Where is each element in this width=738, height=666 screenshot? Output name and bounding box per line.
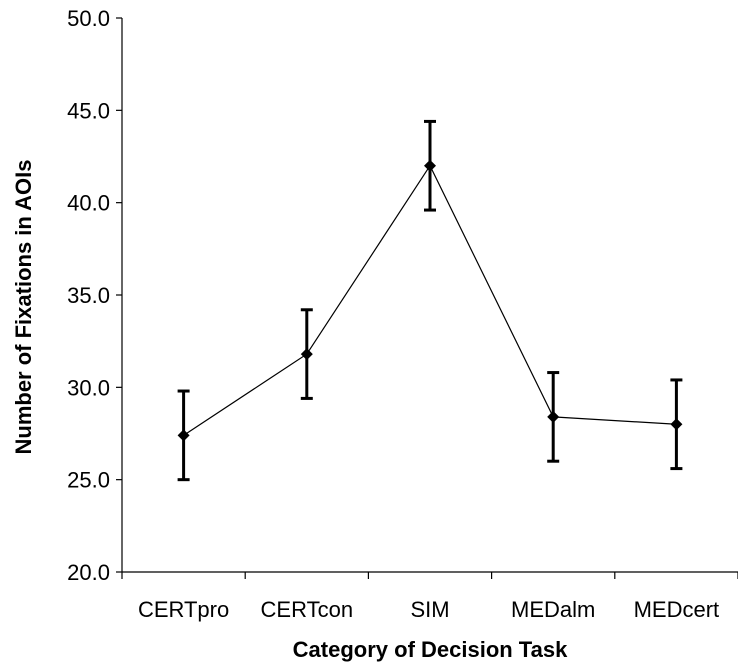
- data-point: [670, 418, 683, 431]
- data-point: [300, 348, 313, 361]
- y-tick-label: 40.0: [67, 191, 110, 216]
- x-tick-label: CERTcon: [261, 597, 354, 622]
- data-point: [424, 159, 436, 172]
- y-tick-label: 50.0: [67, 6, 110, 31]
- x-tick-label: SIM: [410, 597, 449, 622]
- data-point: [547, 410, 560, 423]
- y-tick-label: 35.0: [67, 283, 110, 308]
- y-tick-label: 25.0: [67, 468, 110, 493]
- x-tick-label: MEDalm: [511, 597, 595, 622]
- data-point: [177, 429, 190, 442]
- x-axis: CERTpro CERTcon SIM MEDalm MEDcert: [121, 571, 738, 622]
- x-tick-label: MEDcert: [634, 597, 720, 622]
- series-plot: [177, 119, 683, 482]
- x-tick-label: CERTpro: [138, 597, 229, 622]
- y-tick-label: 20.0: [67, 560, 110, 585]
- y-tick-label: 45.0: [67, 98, 110, 123]
- y-axis-title: Number of Fixations in AOIs: [11, 160, 36, 455]
- x-axis-title: Category of Decision Task: [293, 637, 568, 662]
- y-tick-label: 30.0: [67, 375, 110, 400]
- y-axis: 20.0 25.0 30.0 35.0 40.0 45.0 50.0: [67, 6, 123, 585]
